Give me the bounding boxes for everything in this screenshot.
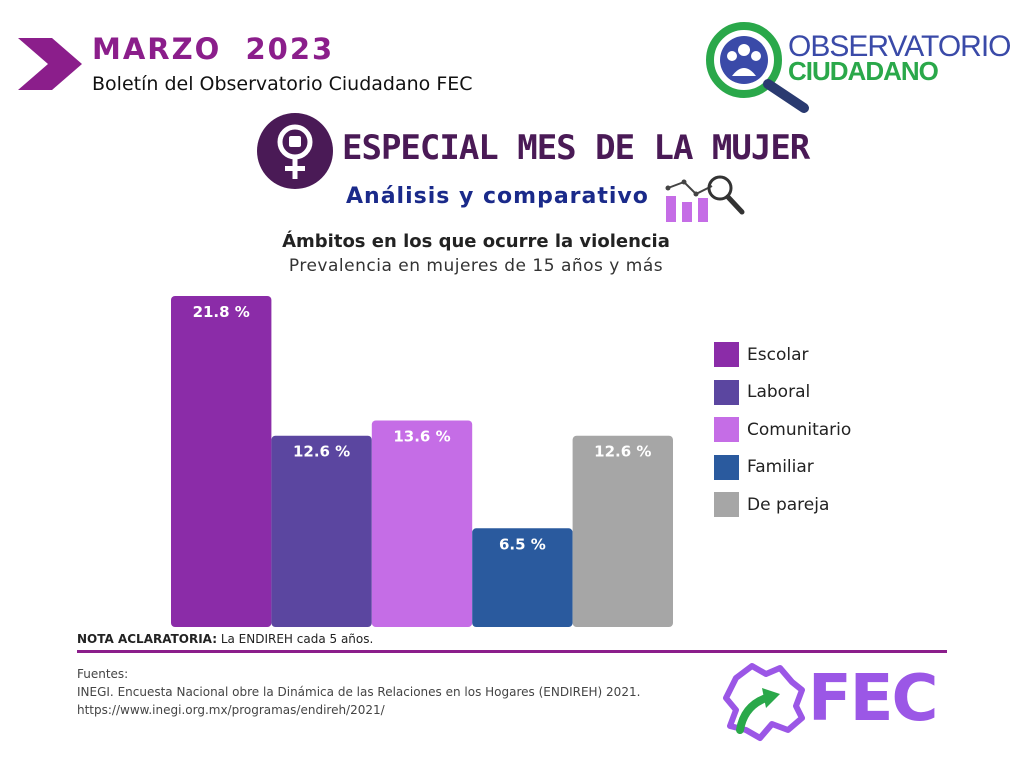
chart-subtitle: Prevalencia en mujeres de 15 años y más <box>288 256 664 276</box>
bar-de-pareja <box>572 435 673 627</box>
analysis-subtitle: Análisis y comparativo <box>346 184 649 209</box>
fec-map-logo-icon <box>723 663 805 741</box>
legend-label: Familiar <box>747 457 814 478</box>
legend-item: Laboral <box>714 374 851 412</box>
chart-title: Ámbitos en los que ocurre la violencia <box>282 231 670 252</box>
explanatory-note: NOTA ACLARATORIA: La ENDIREH cada 5 años… <box>77 632 373 646</box>
note-label: NOTA ACLARATORIA: <box>77 632 217 646</box>
chevron-arrow-icon <box>18 38 82 90</box>
bar-value-label: 6.5 % <box>499 535 546 553</box>
bar-escolar <box>171 296 272 627</box>
legend-swatch <box>714 454 739 480</box>
legend-swatch <box>714 417 739 443</box>
note-text: La ENDIREH cada 5 años. <box>217 632 374 646</box>
bar-value-label: 12.6 % <box>293 443 350 461</box>
legend-item: Escolar <box>714 336 851 374</box>
month-title: MARZO 2023 <box>92 32 335 66</box>
bar-value-label: 21.8 % <box>193 303 250 321</box>
sources-line-2: https://www.inegi.org.mx/programas/endir… <box>77 703 385 717</box>
legend-swatch <box>714 492 739 518</box>
sources-line-1: INEGI. Encuesta Nacional obre la Dinámic… <box>77 685 641 699</box>
sources-block: Fuentes: INEGI. Encuesta Nacional obre l… <box>77 665 640 719</box>
legend-item: De pareja <box>714 486 851 524</box>
bar-value-label: 13.6 % <box>393 428 450 446</box>
legend-label: Laboral <box>747 382 811 403</box>
divider-line <box>77 650 947 653</box>
logo-line-observatorio: OBSERVATORIO <box>788 30 1012 63</box>
observatorio-logo-icon <box>706 22 809 113</box>
legend-swatch <box>714 342 739 368</box>
legend-label: Escolar <box>747 344 809 365</box>
bar-value-label: 12.6 % <box>594 443 651 461</box>
bar-familiar <box>472 528 573 627</box>
fec-logo-text: FEC <box>808 662 938 736</box>
legend-label: De pareja <box>747 494 830 515</box>
analytics-magnifier-icon <box>665 175 745 222</box>
logo-line-ciudadano: CIUDADANO <box>788 56 939 86</box>
legend-item: Familiar <box>714 449 851 487</box>
legend-label: Comunitario <box>747 419 852 440</box>
venus-fist-icon <box>257 113 333 189</box>
legend-swatch <box>714 379 739 405</box>
special-title: ESPECIAL MES DE LA MUJER <box>342 128 810 168</box>
sources-heading: Fuentes: <box>77 667 129 681</box>
chart-legend: Escolar Laboral Comunitario Familiar De pare… <box>714 336 851 524</box>
bar-comunitario <box>371 420 473 627</box>
bulletin-subtitle: Boletín del Observatorio Ciudadano FEC <box>92 73 473 95</box>
legend-item: Comunitario <box>714 411 851 449</box>
bar-laboral <box>271 435 372 627</box>
